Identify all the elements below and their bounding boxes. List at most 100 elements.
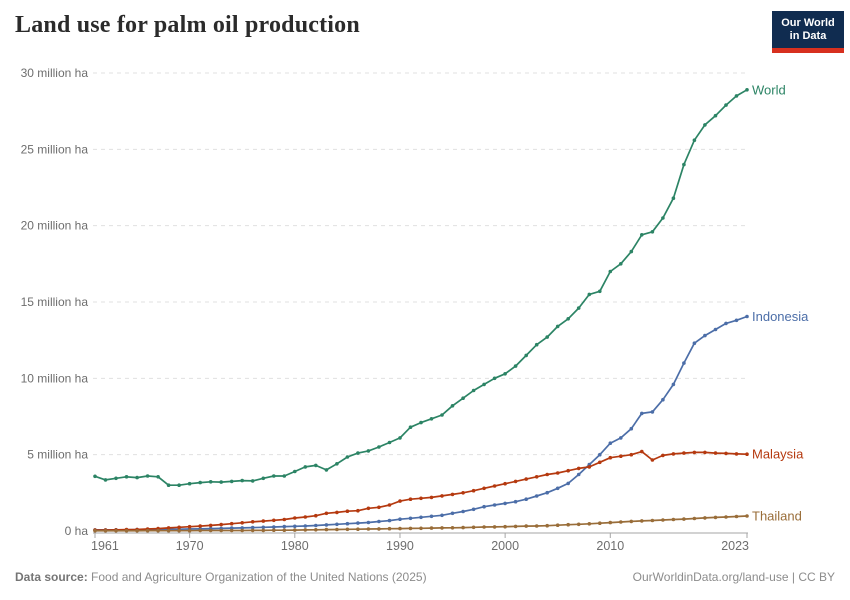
data-point-marker bbox=[555, 486, 560, 491]
data-point-marker bbox=[440, 513, 444, 518]
data-point-marker bbox=[461, 396, 465, 401]
data-point-marker bbox=[124, 529, 129, 533]
license-badge: CC BY bbox=[798, 570, 835, 584]
data-point-marker bbox=[608, 269, 613, 274]
data-point-marker bbox=[240, 528, 244, 533]
y-axis-label: 10 million ha bbox=[21, 371, 89, 385]
data-point-marker bbox=[419, 515, 423, 520]
data-point-marker bbox=[356, 451, 360, 455]
data-point-marker bbox=[598, 289, 602, 294]
data-point-marker bbox=[555, 471, 560, 475]
data-point-marker bbox=[598, 460, 602, 465]
data-point-marker bbox=[324, 527, 329, 532]
data-point-marker bbox=[177, 528, 181, 533]
data-point-marker bbox=[93, 474, 97, 479]
data-point-marker bbox=[619, 436, 623, 440]
data-point-marker bbox=[229, 479, 234, 484]
data-point-marker bbox=[250, 520, 255, 524]
x-axis-label: 1980 bbox=[281, 539, 309, 553]
data-point-marker bbox=[492, 525, 497, 529]
data-point-marker bbox=[608, 520, 613, 525]
gridlines bbox=[93, 72, 748, 456]
data-point-marker bbox=[692, 138, 697, 142]
data-point-marker bbox=[734, 94, 739, 98]
series-world: World bbox=[93, 82, 786, 488]
data-point-marker bbox=[166, 528, 171, 533]
attribution: OurWorldinData.org/land-use | CC BY bbox=[633, 570, 835, 584]
data-point-marker bbox=[640, 519, 644, 523]
data-point-marker bbox=[272, 525, 276, 529]
data-point-marker bbox=[450, 492, 455, 497]
data-point-marker bbox=[398, 436, 402, 440]
data-point-marker bbox=[682, 162, 686, 167]
data-point-marker bbox=[408, 425, 413, 430]
data-point-marker bbox=[471, 525, 476, 530]
series-label-malaysia[interactable]: Malaysia bbox=[752, 447, 804, 462]
data-point-marker bbox=[619, 454, 623, 459]
data-point-marker bbox=[156, 528, 160, 533]
data-point-marker bbox=[576, 522, 581, 527]
data-point-marker bbox=[103, 529, 108, 533]
data-point-marker bbox=[640, 449, 644, 454]
data-point-marker bbox=[682, 517, 686, 521]
data-point-marker bbox=[450, 511, 455, 516]
series-label-world[interactable]: World bbox=[752, 82, 786, 97]
data-point-marker bbox=[440, 413, 444, 417]
data-point-marker bbox=[724, 451, 728, 456]
data-point-marker bbox=[745, 514, 749, 518]
series-indonesia: Indonesia bbox=[93, 309, 809, 532]
data-point-marker bbox=[703, 516, 707, 520]
data-point-marker bbox=[587, 292, 592, 297]
data-point-marker bbox=[524, 497, 528, 502]
data-point-marker bbox=[114, 529, 118, 533]
data-point-marker bbox=[261, 525, 266, 530]
data-point-marker bbox=[356, 527, 360, 531]
data-point-marker bbox=[482, 382, 486, 387]
data-source-note: Data source: Food and Agriculture Organi… bbox=[15, 570, 427, 584]
data-point-marker bbox=[482, 525, 486, 529]
data-point-marker bbox=[503, 481, 507, 486]
data-point-marker bbox=[208, 528, 213, 533]
data-point-marker bbox=[513, 479, 518, 484]
data-point-marker bbox=[566, 481, 570, 486]
data-point-marker bbox=[345, 527, 350, 532]
data-point-marker bbox=[335, 462, 339, 466]
data-point-marker bbox=[682, 451, 686, 455]
data-point-marker bbox=[713, 327, 718, 332]
data-point-marker bbox=[545, 523, 549, 528]
data-point-marker bbox=[566, 522, 570, 527]
data-point-marker bbox=[314, 463, 318, 468]
x-axis: 1961 1970 1980 1990 2000 2010 2023 bbox=[91, 532, 749, 553]
data-point-marker bbox=[272, 518, 276, 523]
data-point-marker bbox=[261, 528, 266, 533]
x-axis-label: 1961 bbox=[91, 539, 119, 553]
series-label-thailand[interactable]: Thailand bbox=[752, 509, 802, 524]
x-axis-label: 2000 bbox=[491, 539, 519, 553]
data-point-marker bbox=[471, 388, 476, 393]
data-point-marker bbox=[387, 526, 392, 531]
data-point-marker bbox=[450, 526, 455, 530]
data-point-marker bbox=[492, 484, 497, 488]
data-point-marker bbox=[734, 452, 739, 456]
series-label-indonesia[interactable]: Indonesia bbox=[752, 309, 809, 324]
owid-logo[interactable]: Our World in Data bbox=[772, 11, 844, 53]
owid-logo-line1: Our World bbox=[781, 17, 835, 29]
data-point-marker bbox=[734, 318, 739, 323]
data-point-marker bbox=[282, 517, 287, 522]
y-axis-label: 5 million ha bbox=[27, 448, 88, 462]
data-point-marker bbox=[303, 524, 308, 528]
data-point-marker bbox=[303, 465, 308, 469]
data-point-marker bbox=[671, 452, 676, 456]
data-point-marker bbox=[450, 404, 455, 408]
data-point-marker bbox=[240, 521, 244, 525]
data-point-marker bbox=[629, 452, 634, 457]
data-point-marker bbox=[240, 526, 244, 530]
owid-url-link[interactable]: OurWorldinData.org/land-use bbox=[632, 570, 789, 584]
data-point-marker bbox=[629, 519, 634, 524]
data-point-marker bbox=[419, 420, 423, 425]
chart-title: Land use for palm oil production bbox=[15, 12, 360, 38]
data-point-marker bbox=[587, 465, 592, 469]
data-point-marker bbox=[93, 529, 97, 533]
data-point-marker bbox=[598, 521, 602, 525]
